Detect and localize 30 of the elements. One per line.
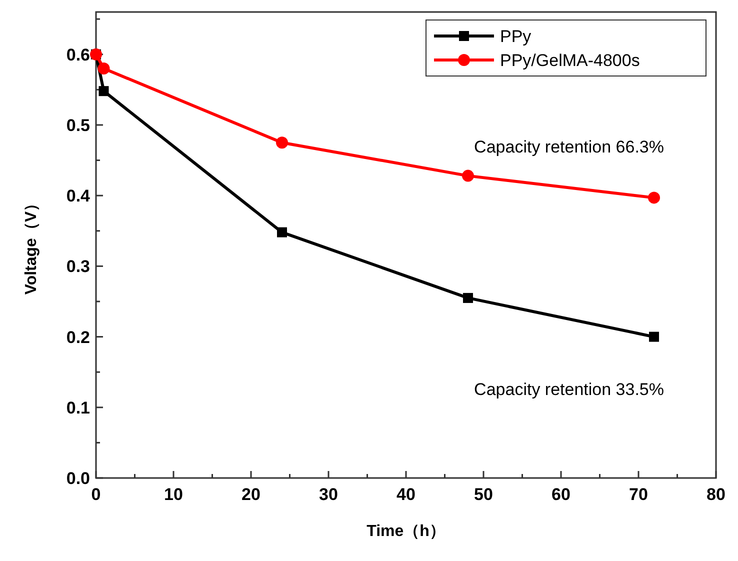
y-tick-label: 0.4 — [66, 186, 91, 206]
point — [649, 332, 659, 342]
legend-label: PPy — [500, 27, 532, 46]
annotation: Capacity retention 66.3% — [474, 138, 664, 157]
x-tick-label: 60 — [552, 485, 570, 504]
y-axis-title: Voltage（V） — [23, 195, 40, 295]
point — [463, 292, 473, 303]
x-tick-label: 30 — [319, 485, 338, 504]
y-tick-label: 0.0 — [66, 469, 90, 488]
x-tick-label: 10 — [164, 485, 183, 504]
x-tick-label: 70 — [629, 485, 648, 504]
y-tick-label: 0.2 — [66, 328, 90, 347]
point — [277, 227, 287, 238]
point — [648, 192, 660, 204]
x-tick-label: 40 — [396, 485, 416, 504]
x-axis-title: Time（h） — [366, 523, 446, 540]
x-tick-label: 80 — [706, 485, 726, 504]
point — [462, 170, 474, 182]
y-tick-label: 0.3 — [66, 257, 90, 276]
legend-label: PPy/GelMA-4800s — [500, 51, 640, 70]
y-tick-label: 0.5 — [66, 116, 90, 135]
annotation: Capacity retention 33.5% — [474, 380, 664, 399]
x-tick-label: 50 — [474, 485, 493, 504]
y-tick-label: 0.1 — [66, 398, 90, 418]
point — [276, 136, 288, 149]
point — [98, 62, 110, 74]
x-tick-label: 20 — [242, 485, 260, 504]
x-tick-label: 0 — [91, 485, 101, 504]
point — [98, 86, 109, 96]
y-tick-label: 0.6 — [66, 45, 90, 64]
